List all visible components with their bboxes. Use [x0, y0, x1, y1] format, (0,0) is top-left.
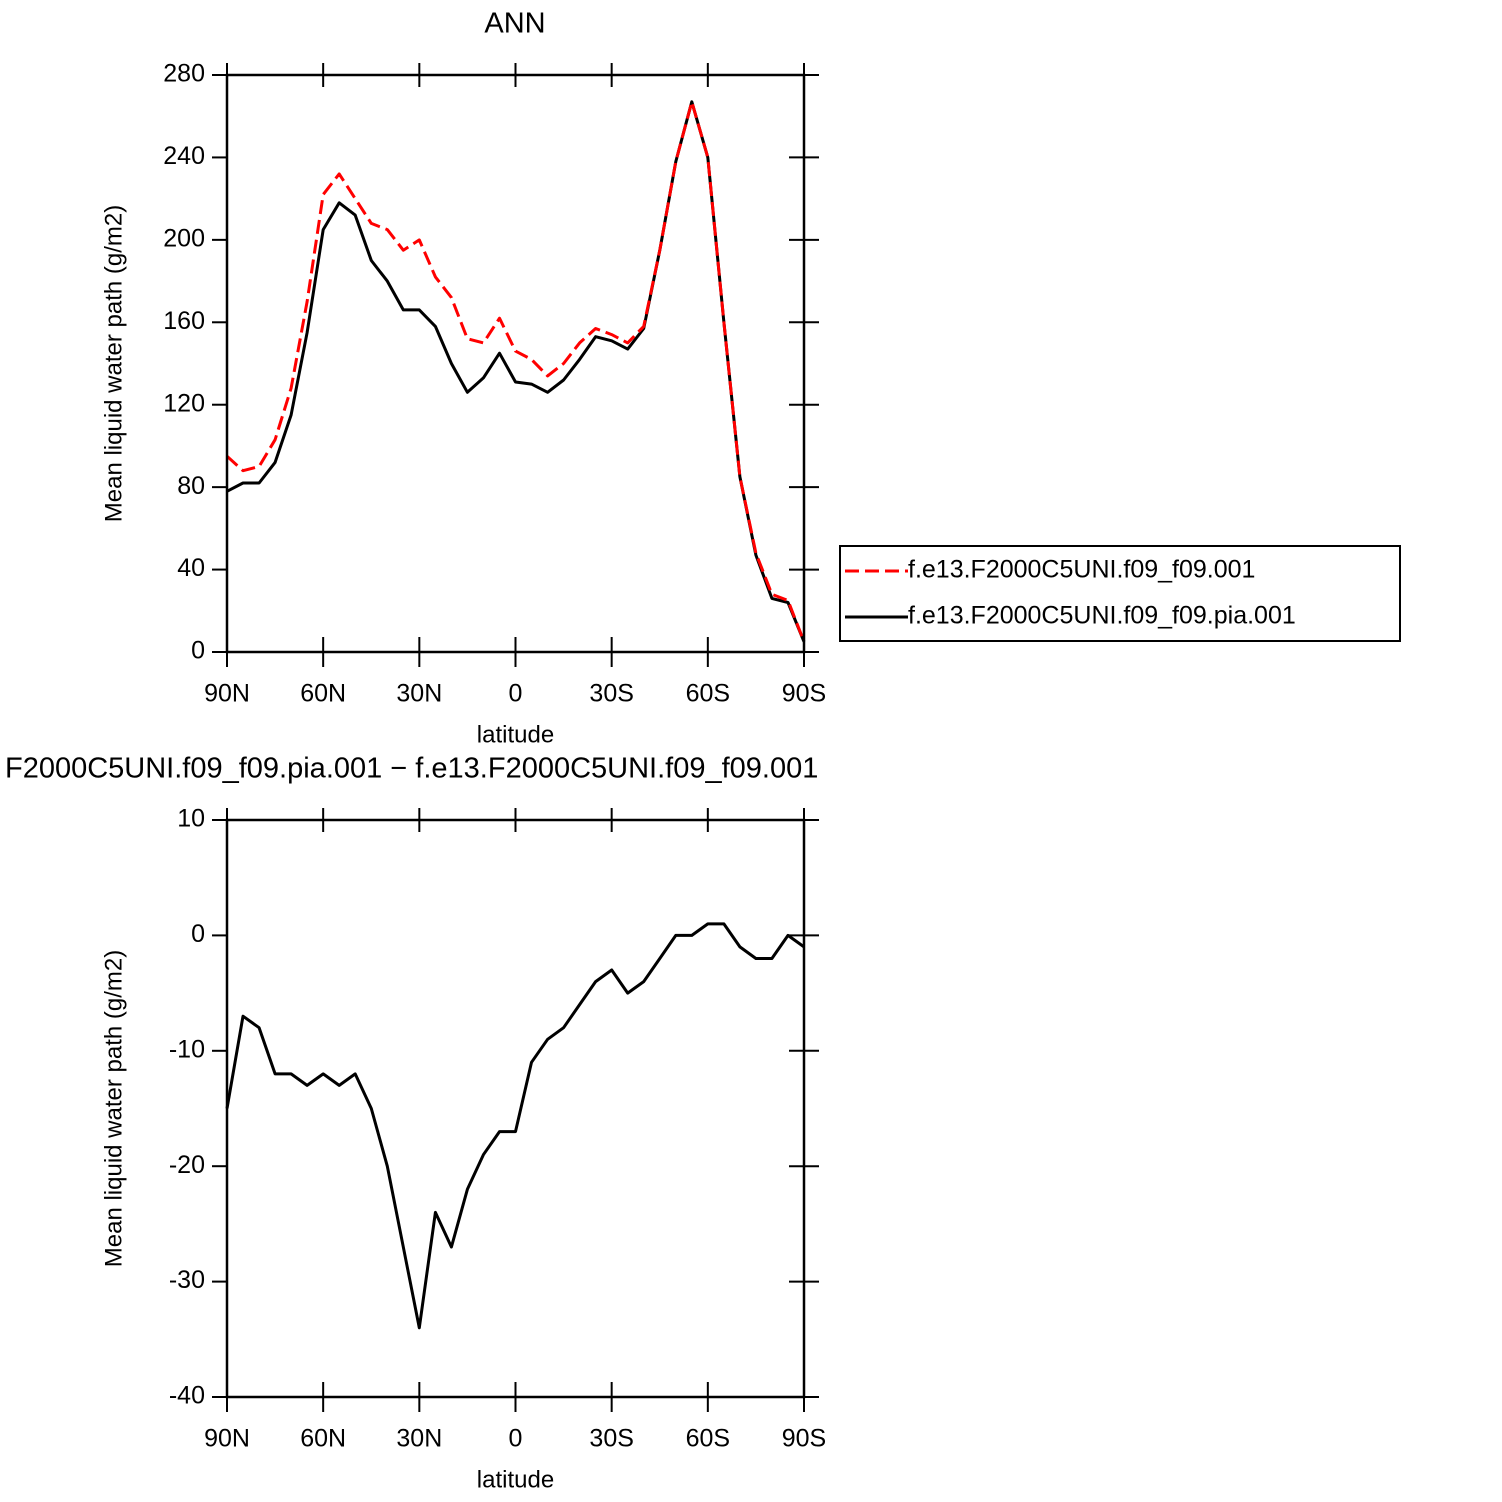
legend-box: [839, 545, 1401, 642]
y-tick-label: 10: [177, 805, 205, 833]
y-axis-label: Mean liquid water path (g/m2): [100, 205, 127, 522]
legend-label: f.e13.F2000C5UNI.f09_f09.pia.001: [908, 602, 1296, 630]
x-tick-label: 0: [509, 680, 523, 708]
line-series: [225, 100, 806, 643]
y-axis-label: Mean liquid water path (g/m2): [100, 950, 127, 1267]
y-tick-label: 200: [163, 224, 205, 252]
chart-title: F2000C5UNI.f09_f09.pia.001 − f.e13.F2000…: [5, 753, 818, 785]
x-tick-label: 30S: [589, 1425, 633, 1453]
x-tick-label: 60N: [300, 680, 346, 708]
x-tick-label: 0: [509, 1425, 523, 1453]
y-tick-label: -30: [169, 1266, 205, 1294]
x-tick-label: 30N: [396, 1425, 442, 1453]
y-tick-label: -20: [169, 1151, 205, 1179]
x-tick-label: 30N: [396, 680, 442, 708]
y-tick-label: 280: [163, 60, 205, 88]
y-tick-label: 240: [163, 142, 205, 170]
y-tick-label: 120: [163, 389, 205, 417]
y-tick-label: 0: [191, 637, 205, 665]
y-tick-label: -10: [169, 1035, 205, 1063]
chart-title: ANN: [484, 8, 545, 40]
x-tick-label: 90N: [204, 1425, 250, 1453]
line-series: [226, 100, 806, 643]
x-tick-label: 90S: [782, 680, 826, 708]
x-axis-label: latitude: [477, 1466, 554, 1493]
y-tick-label: 0: [191, 920, 205, 948]
x-tick-label: 90N: [204, 680, 250, 708]
x-axis-label: latitude: [477, 721, 554, 748]
legend-label: f.e13.F2000C5UNI.f09_f09.001: [908, 556, 1255, 584]
x-tick-label: 30S: [589, 680, 633, 708]
plot-frame: [225, 73, 806, 654]
line-series: [225, 922, 805, 1330]
x-tick-label: 60S: [686, 680, 730, 708]
y-tick-label: 40: [177, 554, 205, 582]
y-tick-label: 80: [177, 472, 205, 500]
y-tick-label: 160: [163, 307, 205, 335]
y-tick-label: -40: [169, 1382, 205, 1410]
x-tick-label: 60N: [300, 1425, 346, 1453]
plot-frame: [225, 818, 806, 1399]
x-tick-label: 90S: [782, 1425, 826, 1453]
x-tick-label: 60S: [686, 1425, 730, 1453]
